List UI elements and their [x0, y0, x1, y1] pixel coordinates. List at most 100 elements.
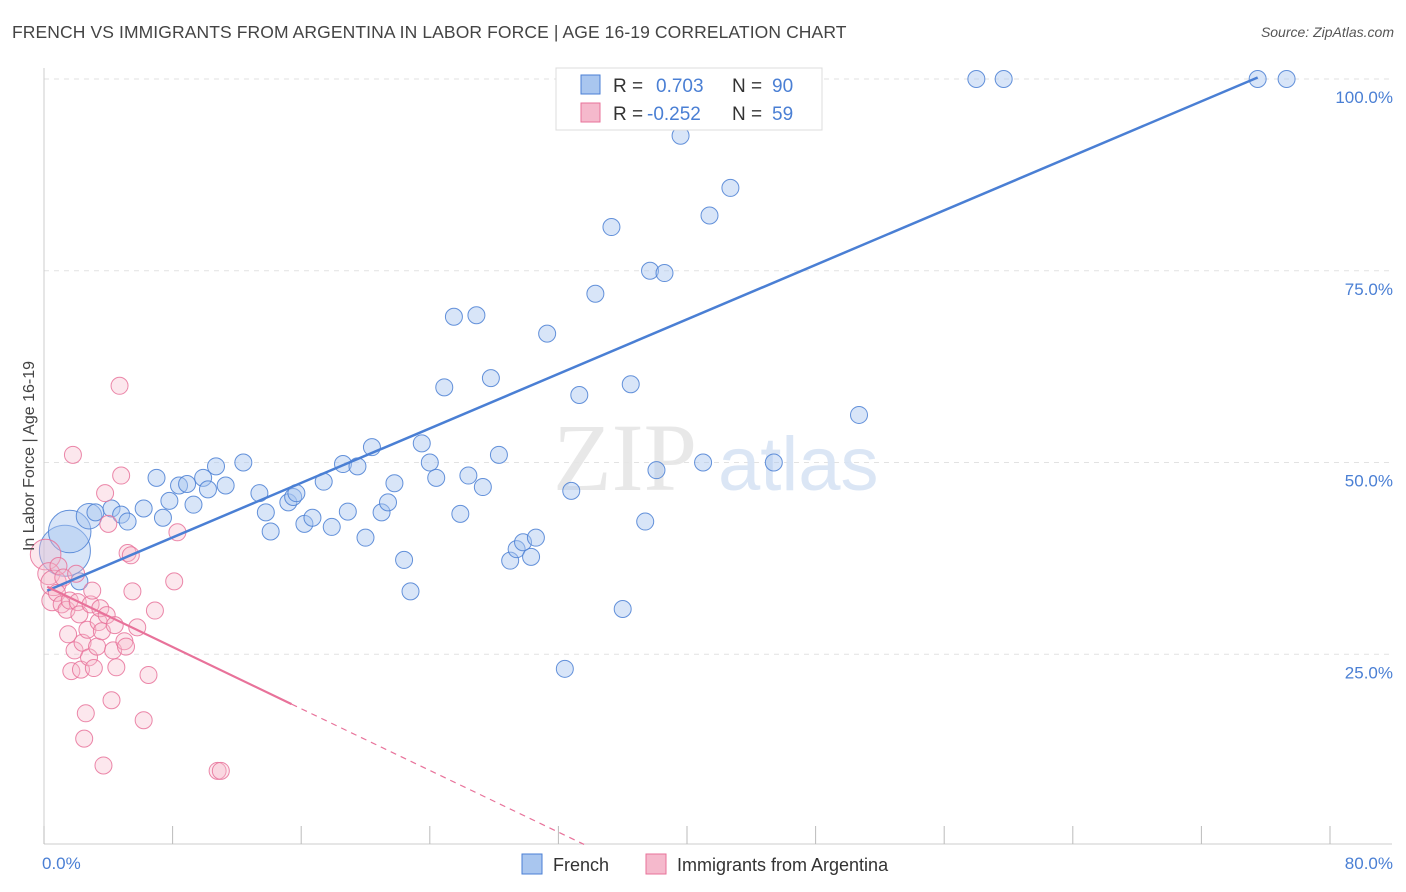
chart-title: FRENCH VS IMMIGRANTS FROM ARGENTINA IN L…	[12, 22, 847, 42]
data-point	[94, 756, 113, 775]
data-point	[184, 495, 203, 514]
trend-lines	[46, 76, 1259, 846]
data-point	[322, 517, 341, 536]
y-axis-label: In Labor Force | Age 16-19	[21, 361, 38, 551]
data-point	[116, 637, 135, 656]
data-point	[178, 474, 197, 493]
y-tick-label: 50.0%	[1345, 472, 1393, 491]
legend-r-label-french: R =	[613, 76, 643, 97]
data-point	[444, 307, 463, 326]
bottom-legend-label-french: French	[553, 855, 609, 875]
data-point	[153, 508, 172, 527]
trend-line-french	[46, 76, 1259, 592]
data-point	[216, 476, 235, 495]
gridlines	[44, 78, 1392, 655]
y-tick-label: 25.0%	[1345, 663, 1393, 682]
data-point	[107, 658, 126, 677]
series-french	[38, 70, 1296, 678]
data-point	[401, 582, 420, 601]
data-point	[420, 453, 439, 472]
data-point	[165, 572, 184, 591]
data-point	[112, 505, 131, 524]
data-point	[412, 434, 431, 453]
data-point	[586, 284, 605, 303]
data-point	[538, 324, 557, 343]
data-point	[198, 480, 217, 499]
data-point	[356, 528, 375, 547]
data-point	[481, 369, 500, 388]
data-point	[385, 474, 404, 493]
axes	[43, 68, 1392, 845]
data-point	[134, 711, 153, 730]
data-point	[700, 206, 719, 225]
data-point	[641, 261, 660, 280]
data-point	[459, 466, 478, 485]
data-point	[427, 468, 446, 487]
data-point	[123, 582, 142, 601]
legend-n-value-french: 90	[772, 76, 793, 97]
data-point	[994, 70, 1013, 88]
data-point	[63, 445, 82, 464]
legend-r-label-argentina: R =	[613, 104, 643, 125]
data-point	[451, 504, 470, 523]
data-point	[850, 405, 869, 424]
legend-box: R = 0.703 N = 90 R = -0.252 N = 59	[555, 67, 823, 131]
legend-swatch-french	[580, 74, 601, 95]
watermark: ZIP atlas	[553, 404, 879, 511]
data-point	[967, 70, 986, 88]
data-point	[621, 375, 640, 394]
data-point	[764, 453, 783, 472]
data-point	[522, 547, 541, 566]
bottom-legend-swatch-argentina	[645, 853, 667, 875]
y-tick-label: 75.0%	[1345, 280, 1393, 299]
data-point	[489, 445, 508, 464]
trend-line-argentina	[46, 585, 293, 706]
data-point	[147, 468, 166, 487]
y-tick-label: 100.0%	[1335, 88, 1393, 107]
data-point	[76, 704, 95, 723]
data-point	[75, 729, 94, 748]
legend-n-label-argentina: N =	[732, 104, 762, 125]
data-point	[207, 457, 226, 476]
source-label: Source: ZipAtlas.com	[1260, 24, 1394, 40]
data-point	[473, 478, 492, 497]
data-point	[372, 503, 391, 522]
data-point	[49, 557, 68, 576]
data-point	[37, 562, 61, 586]
data-point	[395, 550, 414, 569]
legend-swatch-argentina	[580, 102, 601, 123]
data-point	[338, 502, 357, 521]
data-point	[261, 522, 280, 541]
data-point	[613, 599, 632, 618]
data-point	[47, 509, 92, 554]
data-point	[145, 601, 164, 620]
watermark-zip: ZIP	[553, 404, 697, 511]
data-point	[59, 625, 78, 644]
data-point	[1277, 70, 1296, 88]
data-point	[602, 218, 621, 237]
data-point	[211, 761, 230, 780]
data-point	[379, 493, 398, 512]
data-point	[647, 461, 666, 480]
data-point	[507, 540, 526, 559]
data-point	[160, 491, 179, 510]
bottom-legend-swatch-french	[521, 853, 543, 875]
bottom-legend: French Immigrants from Argentina	[521, 853, 889, 875]
data-point	[70, 605, 89, 624]
legend-r-value-french: 0.703	[656, 76, 704, 97]
data-point	[96, 484, 115, 503]
trend-line-argentina-extension	[291, 703, 585, 846]
data-point	[562, 481, 581, 500]
data-point	[234, 453, 253, 472]
data-point	[110, 376, 129, 395]
data-point	[112, 466, 131, 485]
data-point	[721, 178, 740, 197]
data-point	[636, 512, 655, 531]
data-point	[1248, 70, 1267, 88]
data-point	[29, 538, 62, 571]
data-point	[435, 378, 454, 397]
bottom-legend-label-argentina: Immigrants from Argentina	[677, 855, 889, 875]
data-point	[526, 528, 545, 547]
x-tick-label-max: 80.0%	[1345, 854, 1393, 873]
